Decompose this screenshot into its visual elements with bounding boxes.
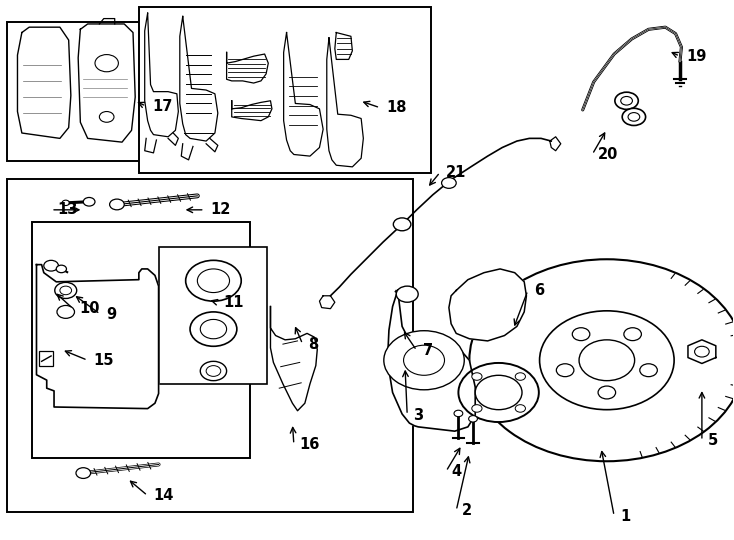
Circle shape (206, 366, 221, 376)
Circle shape (556, 364, 574, 377)
Circle shape (57, 265, 67, 273)
Text: 10: 10 (79, 301, 99, 316)
Bar (159, 247, 267, 384)
Text: 17: 17 (152, 99, 172, 113)
Text: 12: 12 (211, 202, 231, 217)
Polygon shape (180, 16, 218, 141)
Polygon shape (232, 101, 272, 120)
Polygon shape (388, 291, 475, 431)
Bar (7, 22, 153, 161)
Text: 14: 14 (153, 488, 174, 503)
Circle shape (384, 330, 464, 390)
Circle shape (197, 269, 230, 293)
Text: 7: 7 (423, 343, 433, 358)
Text: 11: 11 (223, 295, 244, 310)
Text: 4: 4 (452, 464, 462, 479)
Polygon shape (319, 296, 335, 309)
Polygon shape (449, 269, 526, 341)
Circle shape (472, 404, 482, 412)
Bar (40, 350, 53, 366)
Text: 5: 5 (708, 433, 718, 448)
Circle shape (109, 199, 124, 210)
Polygon shape (227, 52, 269, 83)
Circle shape (628, 113, 640, 121)
Circle shape (539, 311, 674, 410)
Circle shape (190, 312, 237, 346)
Polygon shape (550, 137, 561, 151)
Circle shape (459, 363, 539, 422)
Bar (139, 7, 432, 173)
Text: 2: 2 (462, 503, 472, 518)
Text: 13: 13 (57, 202, 77, 217)
Circle shape (55, 282, 77, 299)
Circle shape (573, 328, 590, 341)
Polygon shape (145, 13, 178, 137)
Polygon shape (270, 307, 317, 411)
Text: 8: 8 (308, 336, 319, 352)
Circle shape (515, 404, 526, 412)
Circle shape (83, 198, 95, 206)
Circle shape (624, 328, 642, 341)
Circle shape (186, 260, 241, 301)
Bar (7, 179, 413, 512)
Polygon shape (688, 340, 716, 363)
Circle shape (640, 364, 658, 377)
Polygon shape (78, 24, 135, 142)
Circle shape (44, 260, 59, 271)
Bar (32, 221, 250, 458)
Circle shape (694, 346, 709, 357)
Text: 1: 1 (620, 509, 631, 524)
Polygon shape (327, 38, 363, 167)
Circle shape (598, 386, 616, 399)
Text: 18: 18 (386, 100, 407, 115)
Circle shape (396, 286, 418, 302)
Circle shape (622, 109, 646, 125)
Circle shape (442, 178, 457, 188)
Text: 6: 6 (534, 283, 544, 298)
Text: 9: 9 (106, 307, 116, 321)
Circle shape (95, 55, 118, 72)
Circle shape (579, 340, 635, 381)
Text: 21: 21 (446, 165, 466, 180)
Polygon shape (283, 32, 323, 156)
Text: 19: 19 (686, 49, 706, 64)
Circle shape (404, 345, 445, 375)
Circle shape (200, 361, 227, 381)
Polygon shape (18, 27, 71, 138)
Text: 20: 20 (598, 147, 619, 162)
Circle shape (475, 375, 522, 410)
Text: 3: 3 (413, 408, 424, 422)
Text: 15: 15 (93, 353, 114, 368)
Circle shape (621, 97, 633, 105)
Circle shape (615, 92, 639, 110)
Circle shape (99, 112, 114, 122)
Circle shape (393, 218, 411, 231)
Circle shape (62, 200, 70, 206)
Circle shape (60, 286, 72, 295)
Text: 16: 16 (299, 437, 320, 452)
Circle shape (468, 416, 477, 422)
Circle shape (469, 259, 734, 461)
Circle shape (76, 468, 90, 478)
Circle shape (200, 320, 227, 339)
Circle shape (515, 373, 526, 380)
Polygon shape (37, 265, 159, 409)
Circle shape (454, 410, 463, 417)
Circle shape (57, 306, 75, 319)
Circle shape (472, 373, 482, 380)
Polygon shape (335, 32, 352, 59)
